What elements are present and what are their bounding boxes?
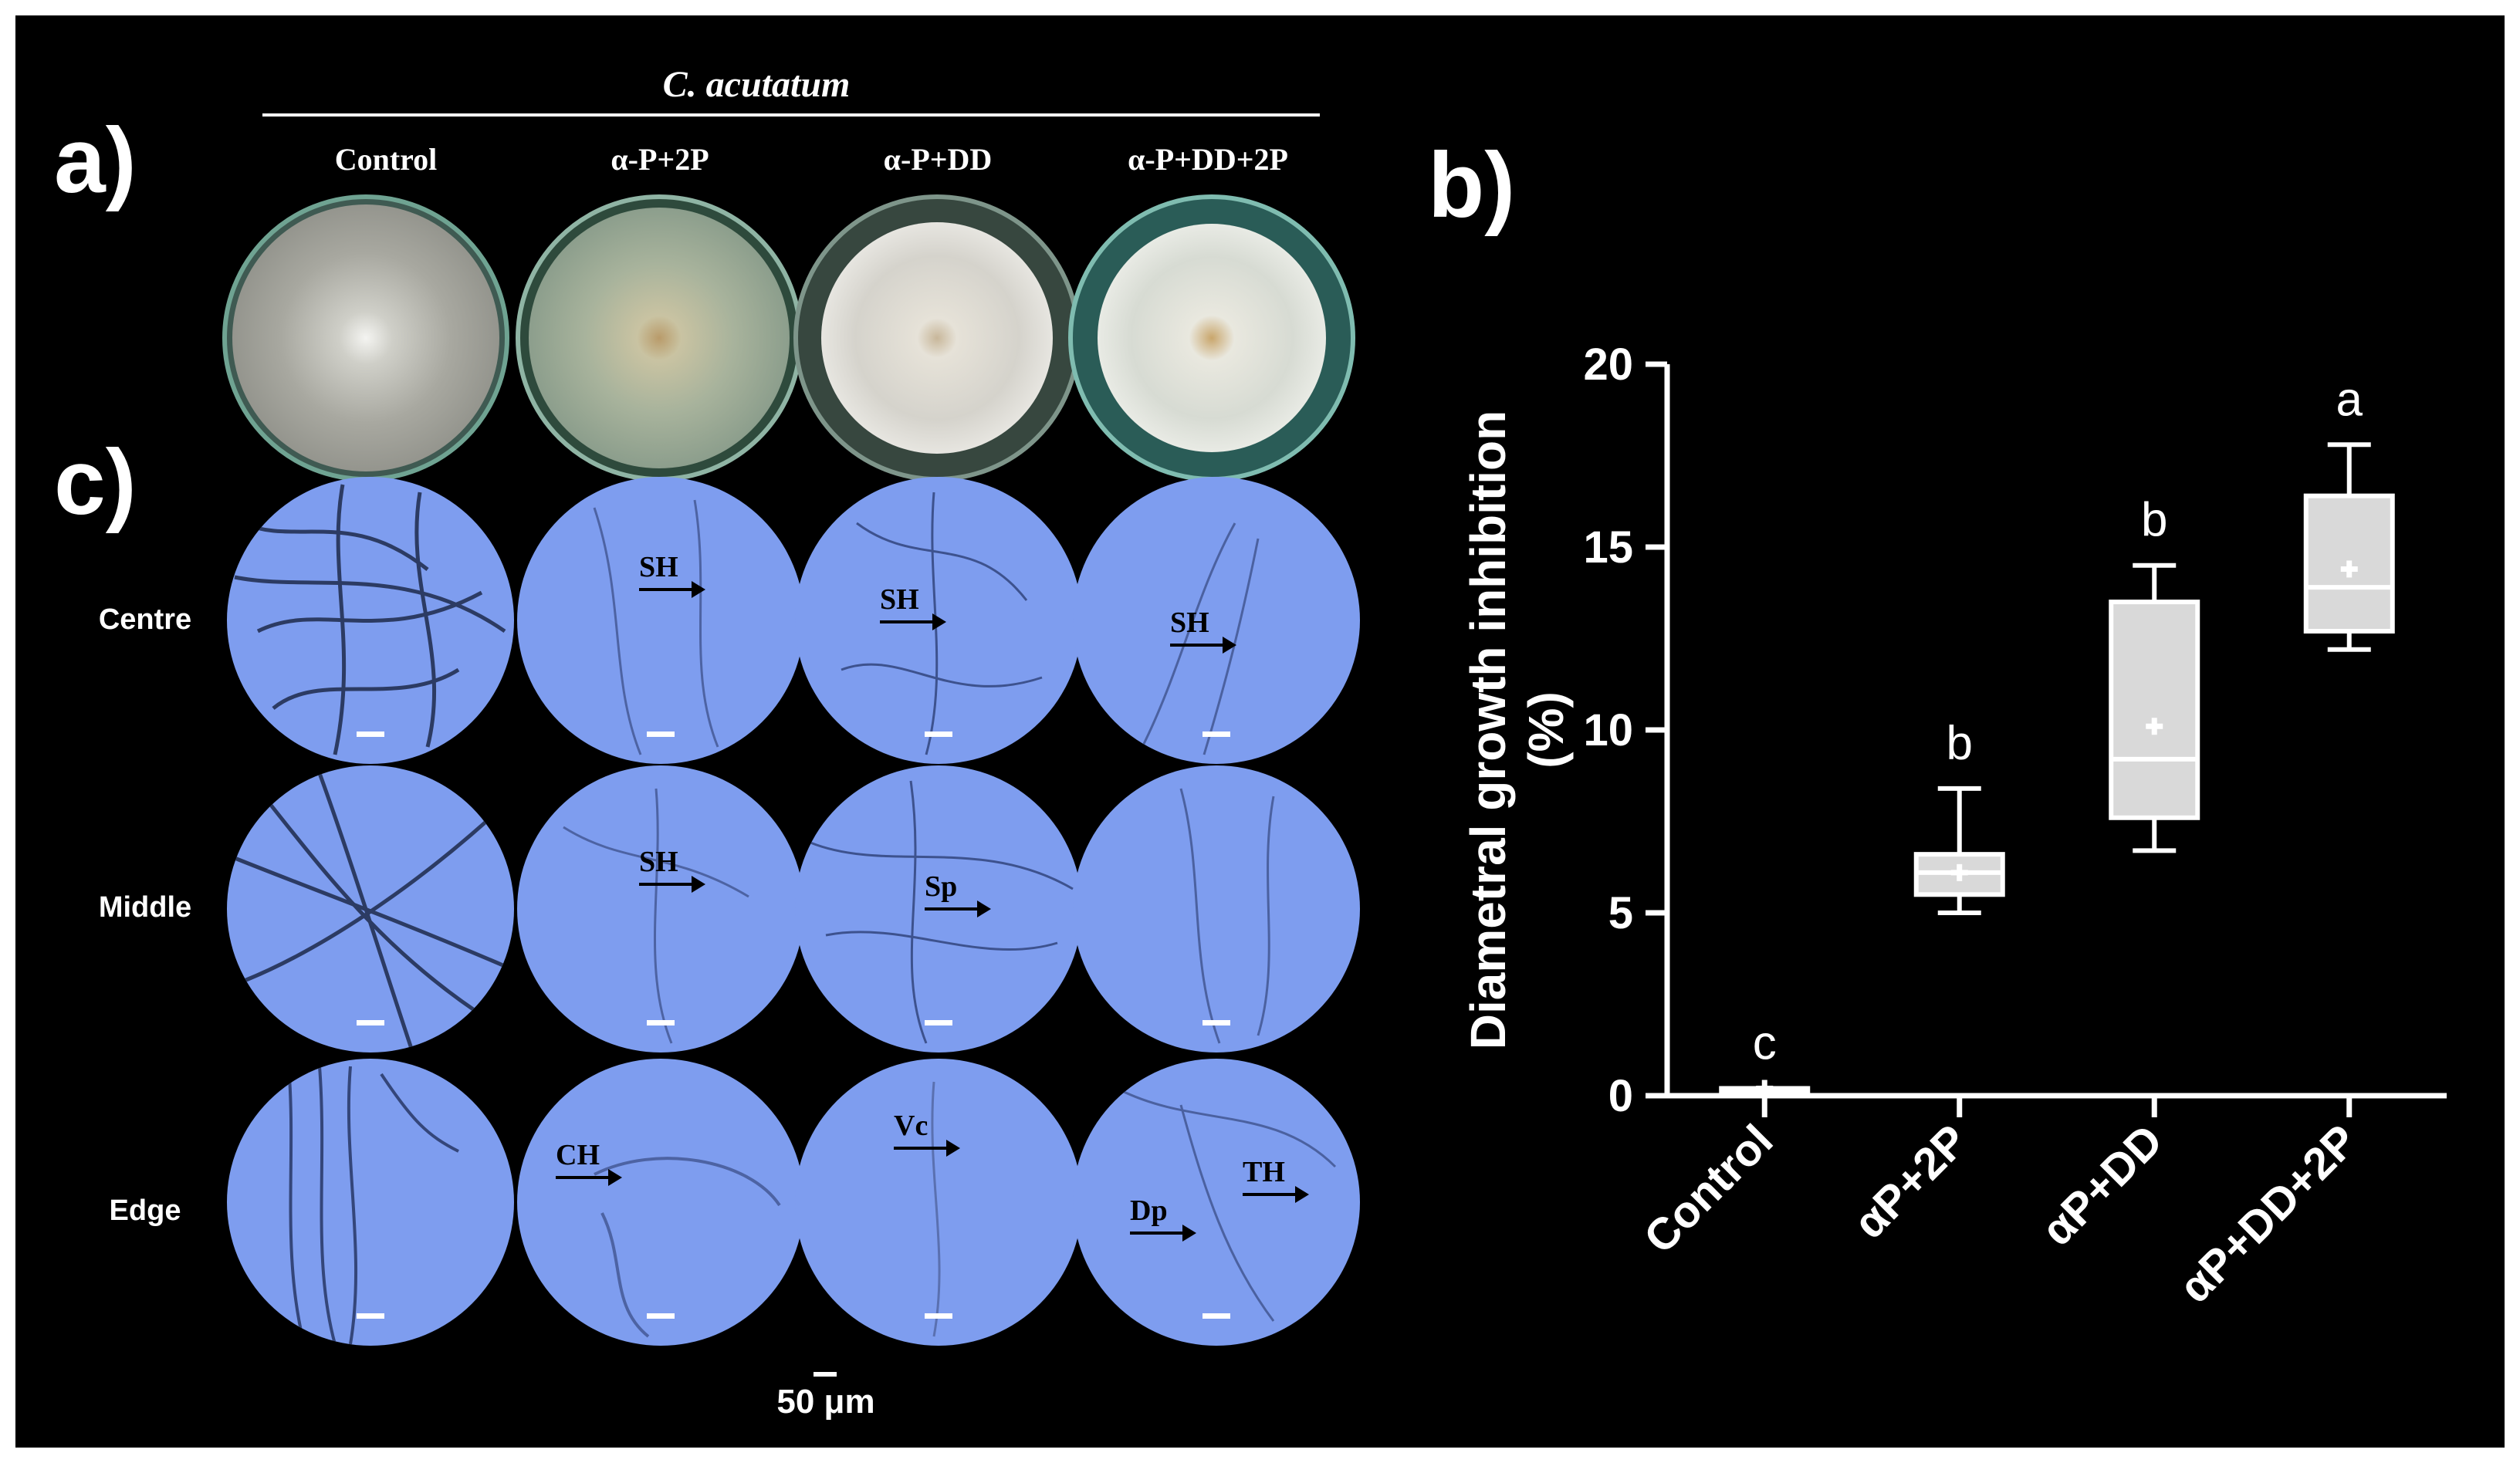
micrograph-edge-apdd bbox=[795, 1059, 1082, 1346]
y-tick-label: 15 bbox=[1583, 522, 1633, 573]
plate-col-apdd2p: α-P+DD+2P bbox=[1128, 142, 1288, 177]
petri-dish-apdd2p bbox=[1068, 194, 1355, 481]
plate-col-apdd: α-P+DD bbox=[883, 142, 993, 177]
arrow-icon bbox=[639, 581, 705, 598]
arrow-icon bbox=[556, 1169, 622, 1186]
micrograph-edge-apdd2p bbox=[1073, 1059, 1360, 1346]
significance-letter: c bbox=[1753, 1017, 1777, 1070]
micrograph-middle-ap2p bbox=[517, 765, 804, 1052]
scale-label: 50 μm bbox=[776, 1383, 875, 1421]
plate-col-control: Control bbox=[334, 142, 438, 177]
x-category-label: αP+DD+2P bbox=[2170, 1115, 2367, 1313]
row-label-edge: Edge bbox=[109, 1194, 181, 1227]
arrow-icon bbox=[1243, 1186, 1309, 1203]
micro-scale-bar bbox=[925, 1020, 952, 1025]
micrograph-middle-apdd2p bbox=[1073, 765, 1360, 1052]
species-title: C. acutatum bbox=[662, 64, 851, 105]
plate-col-ap2p: α-P+2P bbox=[611, 142, 709, 177]
micro-scale-bar bbox=[925, 732, 952, 737]
micro-scale-bar bbox=[647, 1020, 675, 1025]
arrow-icon bbox=[925, 900, 991, 917]
arrow-icon bbox=[1170, 637, 1236, 654]
micro-scale-bar bbox=[357, 1313, 384, 1319]
micrograph-centre-control bbox=[227, 477, 514, 764]
figure-canvas: a) C. acutatum Control α-P+2P α-P+DD α-P… bbox=[15, 15, 2505, 1448]
micro-scale-bar bbox=[1202, 732, 1230, 737]
micro-scale-bar bbox=[1202, 1020, 1230, 1025]
micro-scale-bar bbox=[357, 1020, 384, 1025]
y-tick-label: 5 bbox=[1608, 888, 1633, 938]
significance-letter: a bbox=[2336, 373, 2363, 426]
y-axis-label-unit: (%) bbox=[1518, 691, 1574, 769]
annot-centre-2: SH bbox=[639, 551, 678, 583]
arrow-icon bbox=[639, 876, 705, 893]
annot-edge-3: Vc bbox=[894, 1110, 929, 1142]
box-iqr bbox=[2109, 600, 2200, 820]
micrograph-edge-control bbox=[227, 1059, 514, 1346]
global-scale-bar bbox=[814, 1372, 837, 1377]
box-plot-chart: 0 5 10 15 20 Diametral growth inhibition(%) cC… bbox=[1466, 340, 2447, 1313]
panel-a-label: a) bbox=[54, 109, 137, 212]
x-category-label: αP+2P bbox=[1844, 1115, 1977, 1248]
y-tick-label: 0 bbox=[1608, 1071, 1633, 1121]
micro-scale-bar bbox=[647, 732, 675, 737]
micrograph-centre-ap2p bbox=[517, 477, 804, 764]
arrow-icon bbox=[1130, 1225, 1196, 1242]
x-category-label: Control bbox=[1635, 1115, 1783, 1263]
annot-centre-3: SH bbox=[880, 583, 919, 616]
row-label-middle: Middle bbox=[98, 891, 192, 924]
micro-scale-bar bbox=[1202, 1313, 1230, 1319]
title-underline bbox=[262, 113, 1320, 117]
micrograph-edge-ap2p bbox=[517, 1059, 804, 1346]
micro-scale-bar bbox=[647, 1313, 675, 1319]
row-label-centre: Centre bbox=[98, 603, 192, 636]
arrow-icon bbox=[894, 1140, 960, 1157]
significance-letter: b bbox=[1947, 717, 1973, 770]
annot-middle-3: Sp bbox=[925, 870, 958, 903]
y-axis-label: Diametral growth inhibition bbox=[1466, 411, 1516, 1049]
annot-middle-2: SH bbox=[639, 846, 678, 878]
micrograph-middle-control bbox=[227, 765, 514, 1052]
petri-dish-apdd bbox=[793, 194, 1081, 481]
significance-letter: b bbox=[2141, 494, 2167, 547]
arrow-icon bbox=[880, 613, 946, 630]
y-tick-label: 10 bbox=[1583, 705, 1633, 755]
annot-edge-4a: Dp bbox=[1130, 1194, 1168, 1227]
petri-dish-ap2p bbox=[516, 194, 803, 481]
y-tick-label: 20 bbox=[1583, 340, 1633, 390]
annot-edge-2: CH bbox=[556, 1139, 600, 1171]
panel-b-label: b) bbox=[1428, 133, 1516, 237]
micro-scale-bar bbox=[357, 732, 384, 737]
petri-dish-control bbox=[222, 194, 509, 481]
annot-edge-4b: TH bbox=[1243, 1156, 1285, 1188]
annot-centre-4: SH bbox=[1170, 606, 1209, 639]
panel-c-label: c) bbox=[54, 431, 137, 534]
x-category-label: αP+DD bbox=[2032, 1115, 2173, 1255]
micrograph-centre-apdd2p bbox=[1073, 477, 1360, 764]
micro-scale-bar bbox=[925, 1313, 952, 1319]
